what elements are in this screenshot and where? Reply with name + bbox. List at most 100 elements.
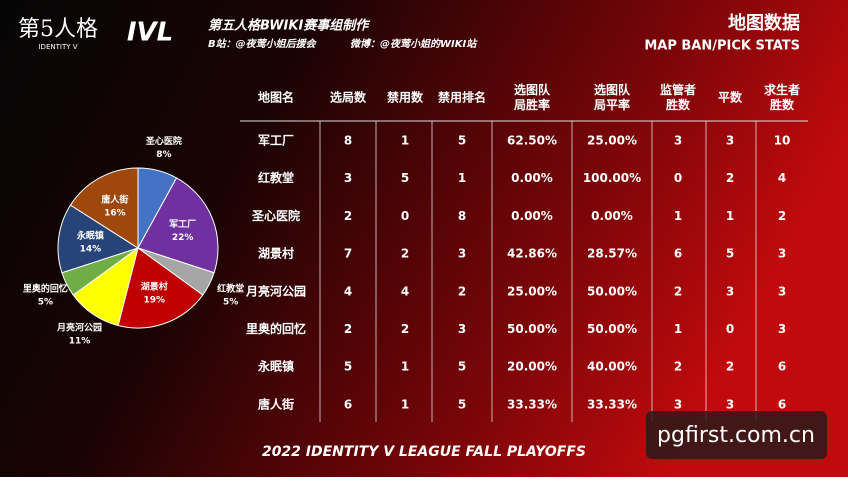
table-cell: 2 <box>726 360 734 374</box>
table-cell: 4 <box>778 171 786 185</box>
table-cell: 62.50% <box>507 134 557 148</box>
header-cell: 选图队 <box>594 82 631 97</box>
watermark: pgfirst.com.cn <box>657 423 815 448</box>
header-cell: 平数 <box>718 90 743 105</box>
table-cell: 6 <box>778 397 786 411</box>
pie-slice <box>69 167 139 249</box>
table-cell: 1 <box>401 360 409 374</box>
bilibili: B站：@夜莺小姐后援会 <box>208 38 318 50</box>
table-cell: 5 <box>458 134 466 148</box>
table-cell: 5 <box>344 360 352 374</box>
header-cell: 禁用排名 <box>438 90 486 105</box>
header-cell: 地图名 <box>258 90 294 105</box>
table-cell: 6 <box>674 247 682 261</box>
subtitle: MAP BAN/PICK STATS <box>644 39 800 54</box>
table-cell: 1 <box>401 397 409 411</box>
slice-name: 月亮河公园 <box>56 322 102 334</box>
table-cell: 7 <box>344 247 352 261</box>
table-cell: 1 <box>401 134 409 148</box>
table-cell: 2 <box>344 209 352 223</box>
slice-name: 永眠镇 <box>76 229 104 241</box>
table-cell: 50.00% <box>587 284 637 298</box>
slice-value: 11% <box>69 337 91 347</box>
header-cell: 胜数 <box>770 97 795 112</box>
slice-value: 5% <box>38 298 53 308</box>
table-cell: 3 <box>726 134 734 148</box>
title: 地图数据 <box>728 12 800 34</box>
slice-name: 湖景村 <box>141 281 168 293</box>
pie-slice <box>57 204 140 274</box>
table-cell: 红教堂 <box>258 170 294 185</box>
table-cell: 唐人街 <box>258 396 294 411</box>
slice-name: 军工厂 <box>169 219 196 230</box>
slice-name: 唐人街 <box>101 193 128 205</box>
table-cell: 2 <box>726 171 734 185</box>
table-cell: 湖景村 <box>258 246 294 261</box>
table-cell: 2 <box>674 284 682 298</box>
table-cell: 2 <box>778 209 786 223</box>
table-cell: 2 <box>674 360 682 374</box>
table-cell: 50.00% <box>507 322 557 336</box>
pie-chart: 圣心医院 8% 军工厂 22% 红教堂 5% 湖景村 19% 月亮河公园 11% 里奥的回忆 5% 永眠… <box>23 135 244 347</box>
table-cell: 1 <box>726 209 734 223</box>
slice-name: 圣心医院 <box>146 135 182 147</box>
table-cell: 5 <box>401 171 409 185</box>
table-cell: 4 <box>401 284 409 298</box>
pie-slice <box>117 247 204 329</box>
table-cell: 10 <box>774 134 791 148</box>
table-cell: 3 <box>674 397 682 411</box>
table-cell: 6 <box>778 360 786 374</box>
slice-name: 里奥的回忆 <box>23 283 68 295</box>
table-cell: 永眠镇 <box>257 359 294 374</box>
table-cell: 1 <box>674 209 682 223</box>
table-cell: 3 <box>458 247 466 261</box>
table-cell: 33.33% <box>587 397 637 411</box>
table-cell: 3 <box>778 284 786 298</box>
table-cell: 6 <box>344 397 352 411</box>
table-cell: 里奥的回忆 <box>246 321 306 336</box>
slice-value: 22% <box>172 233 194 243</box>
table-cell: 1 <box>674 322 682 336</box>
table-cell: 3 <box>726 284 734 298</box>
table-cell: 2 <box>344 322 352 336</box>
table-cell: 5 <box>458 360 466 374</box>
table-cell: 3 <box>778 247 786 261</box>
table-cell: 8 <box>458 209 466 223</box>
table-cell: 42.86% <box>507 247 557 261</box>
table-cell: 1 <box>458 171 466 185</box>
header-cell: 禁用数 <box>387 90 424 105</box>
table-cell: 0.00% <box>511 209 553 223</box>
credit: 第五人格BWIKI赛事组制作 <box>208 18 371 34</box>
game-logo-sub: IDENTITY V <box>38 43 77 51</box>
header-cell: 选局数 <box>330 90 367 105</box>
footer: 2022 IDENTITY V LEAGUE FALL PLAYOFFS <box>262 444 586 460</box>
header-cell: 监管者 <box>660 82 696 97</box>
table-cell: 军工厂 <box>258 133 294 148</box>
game-logo: 第5人格 <box>18 17 98 42</box>
table-cell: 2 <box>401 322 409 336</box>
table-cell: 100.00% <box>583 171 641 185</box>
table-cell: 3 <box>344 171 352 185</box>
table-cell: 20.00% <box>507 360 557 374</box>
table-cell: 0.00% <box>591 209 633 223</box>
table-cell: 4 <box>344 284 352 298</box>
header-cell: 局胜率 <box>514 97 550 112</box>
slice-value: 16% <box>104 208 126 218</box>
table-cell: 3 <box>778 322 786 336</box>
table-cell: 25.00% <box>587 134 637 148</box>
table-cell: 50.00% <box>587 322 637 336</box>
header-cell: 求生者 <box>764 82 800 97</box>
table: 地图名 选局数 禁用数 禁用排名选图队局胜率选图队局平率监管者胜数平数求生者胜数军工厂… <box>240 82 808 422</box>
table-cell: 2 <box>458 284 466 298</box>
table-cell: 40.00% <box>587 360 637 374</box>
slice-value: 5% <box>223 298 238 308</box>
pie-slice <box>137 177 219 274</box>
slice-name: 红教堂 <box>217 283 244 295</box>
table-cell: 0 <box>401 209 409 223</box>
weibo: 微博：@夜莺小姐的WIKI站 <box>350 38 478 50</box>
table-cell: 5 <box>458 397 466 411</box>
table-cell: 0 <box>726 322 734 336</box>
slice-value: 19% <box>143 296 165 306</box>
table-cell: 8 <box>344 134 352 148</box>
